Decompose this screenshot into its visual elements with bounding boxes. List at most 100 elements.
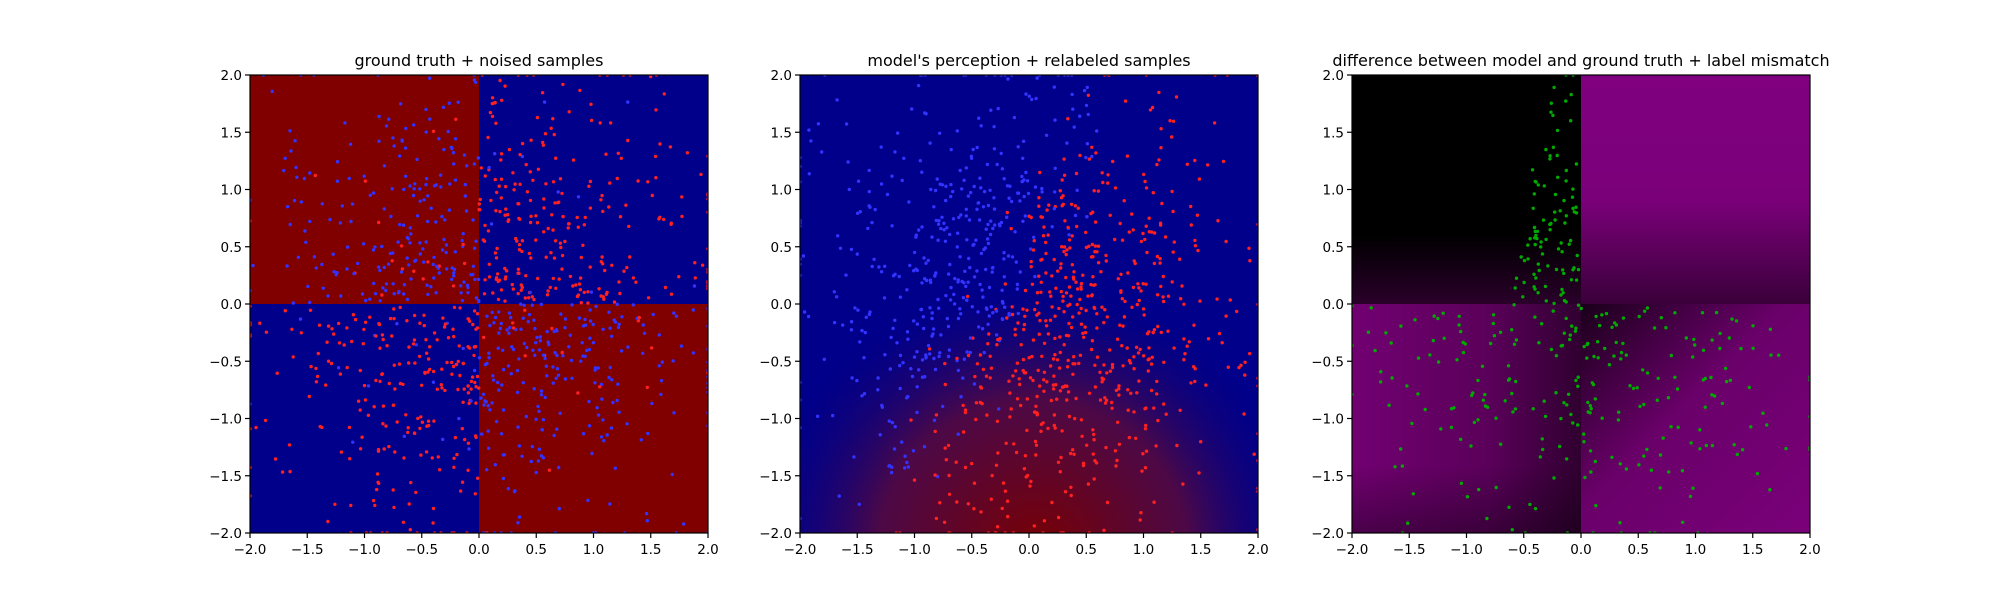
data-point (1755, 471, 1760, 476)
data-point (1494, 416, 1498, 420)
data-point (1073, 416, 1077, 421)
data-point (1158, 256, 1162, 261)
data-point (1134, 345, 1139, 349)
data-point (1531, 206, 1535, 210)
data-point (474, 296, 479, 300)
data-point (503, 213, 507, 217)
data-point (360, 292, 365, 296)
data-point (947, 473, 951, 478)
data-point (915, 322, 920, 326)
data-point (991, 226, 995, 231)
data-point (533, 326, 537, 331)
data-point (1559, 416, 1563, 421)
data-point (1400, 464, 1405, 468)
data-point (525, 190, 530, 194)
data-point (479, 166, 483, 170)
data-point (534, 470, 538, 475)
x-tick-label: −2.0 (1336, 542, 1369, 558)
data-point (1069, 451, 1073, 456)
data-point (615, 176, 619, 181)
data-point (985, 237, 990, 241)
data-point (1576, 303, 1581, 307)
data-point (1121, 324, 1125, 328)
data-point (1507, 377, 1512, 381)
data-point (1034, 404, 1038, 408)
data-point (442, 325, 447, 329)
data-point (289, 149, 293, 153)
data-point (552, 256, 557, 260)
data-point (1423, 407, 1427, 412)
data-point (1059, 455, 1063, 460)
data-point (408, 184, 412, 188)
data-point (509, 315, 513, 320)
data-point (951, 217, 956, 221)
data-point (1105, 500, 1110, 505)
data-point (1044, 251, 1048, 256)
data-point (382, 164, 387, 168)
data-point (1056, 269, 1060, 273)
data-point (524, 162, 528, 167)
data-point (1062, 343, 1066, 347)
data-point (975, 145, 979, 150)
data-point (1106, 173, 1110, 177)
data-point (992, 196, 996, 200)
data-point (1226, 365, 1231, 369)
data-point (964, 166, 968, 170)
data-point (1533, 179, 1537, 184)
data-point (1040, 215, 1045, 219)
data-point (401, 520, 406, 524)
data-point (380, 333, 385, 337)
data-point (547, 342, 551, 347)
data-point (1724, 379, 1729, 384)
data-point (1158, 261, 1162, 265)
data-point (984, 227, 988, 231)
data-point (988, 354, 992, 358)
data-point (944, 458, 948, 462)
data-point (626, 345, 630, 349)
data-point (1533, 236, 1537, 240)
data-point (978, 282, 982, 287)
data-point (436, 455, 440, 459)
data-point (426, 260, 430, 264)
data-point (405, 319, 409, 323)
data-point (461, 346, 465, 351)
data-point (1060, 385, 1065, 389)
data-point (270, 89, 274, 94)
data-point (923, 277, 927, 281)
data-point (555, 427, 559, 431)
data-point (1548, 222, 1552, 227)
data-point (1005, 499, 1010, 503)
data-point (1135, 391, 1139, 395)
data-point (600, 193, 604, 198)
data-point (537, 447, 542, 451)
data-point (975, 207, 979, 211)
data-point (401, 223, 406, 227)
data-point (295, 175, 299, 179)
data-point (1182, 337, 1186, 341)
data-point (391, 488, 395, 492)
data-point (923, 375, 927, 379)
data-point (1085, 443, 1089, 447)
data-point (940, 183, 945, 187)
data-point (1528, 502, 1532, 507)
data-point (915, 385, 919, 389)
data-point (1151, 191, 1156, 195)
data-point (560, 350, 564, 355)
data-point (1066, 117, 1070, 121)
data-point (1243, 360, 1247, 364)
data-point (291, 301, 295, 305)
data-point (915, 350, 919, 354)
data-point (590, 451, 594, 456)
data-point (924, 261, 928, 265)
data-point (637, 315, 641, 320)
data-point (1063, 490, 1068, 494)
data-point (977, 218, 982, 222)
data-point (1664, 326, 1668, 330)
data-point (928, 352, 932, 356)
data-point (594, 304, 598, 309)
data-point (1215, 297, 1219, 301)
data-point (428, 367, 432, 372)
data-point (1638, 404, 1642, 409)
data-point (1471, 391, 1475, 395)
data-point (1015, 397, 1020, 401)
